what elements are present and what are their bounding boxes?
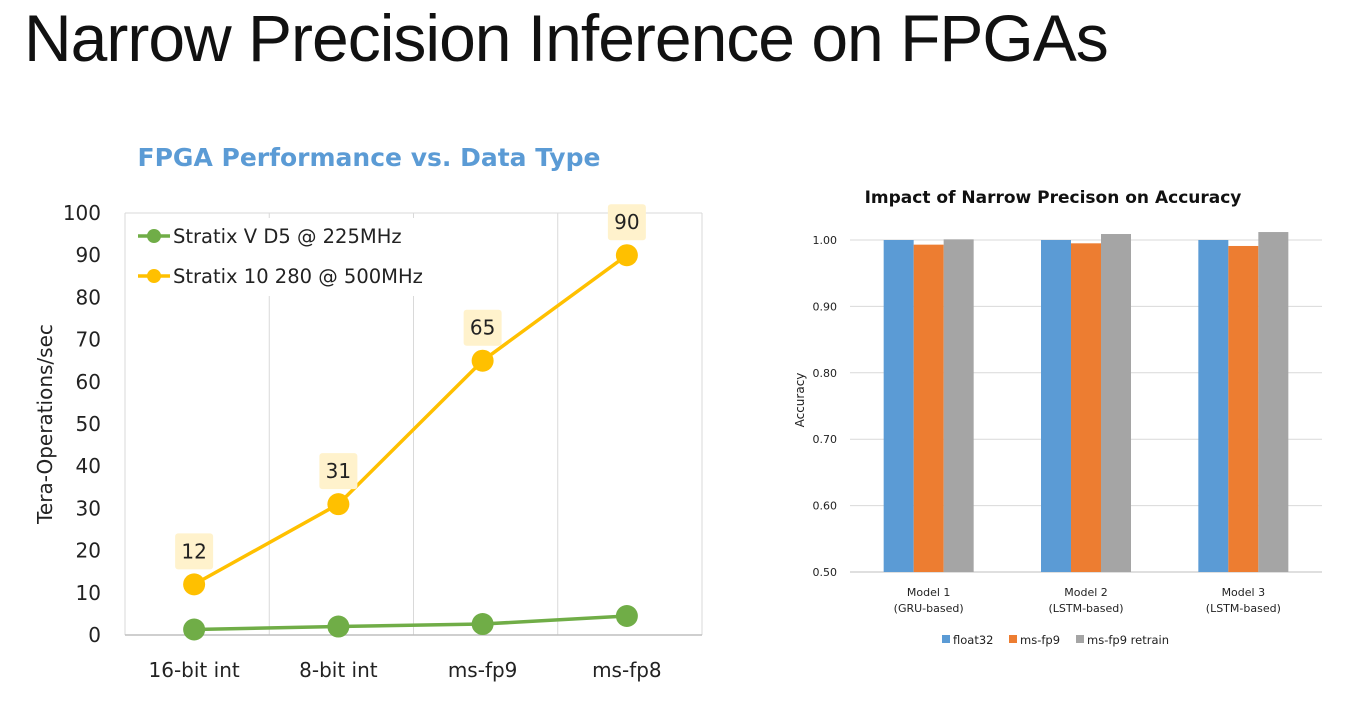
- chart2-legend-label: ms-fp9 retrain: [1087, 633, 1169, 647]
- chart2-legend-swatch: [942, 635, 950, 643]
- chart1-y-tick: 20: [76, 539, 101, 563]
- chart2-y-tick: 1.00: [813, 234, 838, 247]
- chart1-legend-bg: [128, 218, 441, 296]
- chart2-y-label: Accuracy: [793, 373, 807, 428]
- chart1-y-tick: 100: [63, 201, 101, 225]
- chart1-point: [471, 349, 494, 372]
- chart1-y-tick: 30: [76, 496, 101, 520]
- chart2-y-tick: 0.80: [813, 367, 838, 380]
- chart1-legend-label: Stratix 10 280 @ 500MHz: [173, 265, 423, 288]
- chart2-y-tick: 0.90: [813, 300, 838, 313]
- chart2-legend-swatch: [1076, 635, 1084, 643]
- slide-title: Narrow Precision Inference on FPGAs: [24, 1, 1109, 75]
- chart1-data-label: 90: [614, 210, 639, 234]
- chart1-data-label-box: [607, 204, 646, 241]
- chart2-bar-float32: [1198, 240, 1229, 572]
- chart1-x-tick: 8-bit int: [299, 658, 378, 682]
- chart1-data-label: 12: [181, 539, 206, 563]
- chart2-y-tick: 0.70: [813, 433, 838, 446]
- chart1-data-label-box: [463, 309, 502, 346]
- chart2-x-tick: Model 2: [1064, 586, 1108, 599]
- chart1-y-tick: 0: [88, 623, 101, 647]
- chart1-legend-marker: [147, 229, 161, 243]
- chart1-point: [615, 244, 638, 267]
- chart2-bar-ms-fp9: [1071, 243, 1101, 572]
- chart1-x-tick: ms-fp8: [592, 658, 662, 682]
- chart1-point: [183, 618, 206, 641]
- chart1-data-label-box: [319, 453, 358, 490]
- chart2-x-tick: (LSTM-based): [1206, 602, 1281, 615]
- chart2-bar-ms-fp9: [1228, 245, 1259, 572]
- chart1-point: [615, 605, 638, 628]
- chart1-y-label: Tera-Operations/sec: [33, 324, 57, 525]
- chart1-y-tick: 60: [76, 370, 101, 394]
- chart1-y-tick: 70: [76, 328, 101, 352]
- fpga-performance-chart: FPGA Performance vs. Data Type 0 10 20 30 40 5…: [33, 143, 703, 682]
- chart2-bar-float32: [1041, 240, 1071, 572]
- chart2-bar-ms-fp9-retrain: [1258, 232, 1289, 573]
- chart2-x-tick: (GRU-based): [894, 602, 964, 615]
- chart2-y-tick: 0.60: [813, 500, 838, 513]
- chart2-title: Impact of Narrow Precison on Accuracy: [865, 188, 1242, 208]
- chart1-data-label-box: [175, 533, 214, 570]
- chart1-series-line-1: [193, 253, 628, 586]
- chart1-x-tick: 16-bit int: [149, 658, 240, 682]
- chart1-point: [327, 493, 350, 516]
- chart2-legend-swatch: [1009, 635, 1017, 643]
- chart1-title: FPGA Performance vs. Data Type: [138, 143, 601, 172]
- chart2-x-tick: Model 3: [1222, 586, 1266, 599]
- chart1-y-tick: 50: [76, 412, 101, 436]
- chart1-x-tick: ms-fp9: [448, 658, 518, 682]
- chart2-bar-ms-fp9: [913, 244, 944, 572]
- chart1-point: [471, 613, 494, 636]
- chart2-y-tick: 0.50: [813, 566, 838, 579]
- chart1-series-line-0: [194, 614, 627, 632]
- chart1-data-label: 65: [470, 316, 495, 340]
- chart2-legend-label: float32: [953, 633, 993, 647]
- chart2-bar-float32: [883, 240, 914, 572]
- chart2-bar-ms-fp9-retrain: [1101, 234, 1131, 573]
- chart1-y-tick: 10: [76, 581, 101, 605]
- chart2-x-tick: (LSTM-based): [1048, 602, 1123, 615]
- chart2-legend-label: ms-fp9: [1020, 633, 1060, 647]
- chart2-bar-ms-fp9-retrain: [943, 239, 974, 572]
- chart1-legend-label: Stratix V D5 @ 225MHz: [173, 225, 402, 248]
- chart2-x-tick: Model 1: [907, 586, 951, 599]
- chart1-point: [327, 615, 350, 638]
- chart1-legend-marker: [147, 269, 161, 283]
- chart1-data-label: 31: [326, 459, 351, 483]
- chart1-y-tick: 80: [76, 285, 101, 309]
- chart1-point: [183, 573, 206, 596]
- chart1-y-tick: 40: [76, 454, 101, 478]
- chart1-y-tick: 90: [76, 243, 101, 267]
